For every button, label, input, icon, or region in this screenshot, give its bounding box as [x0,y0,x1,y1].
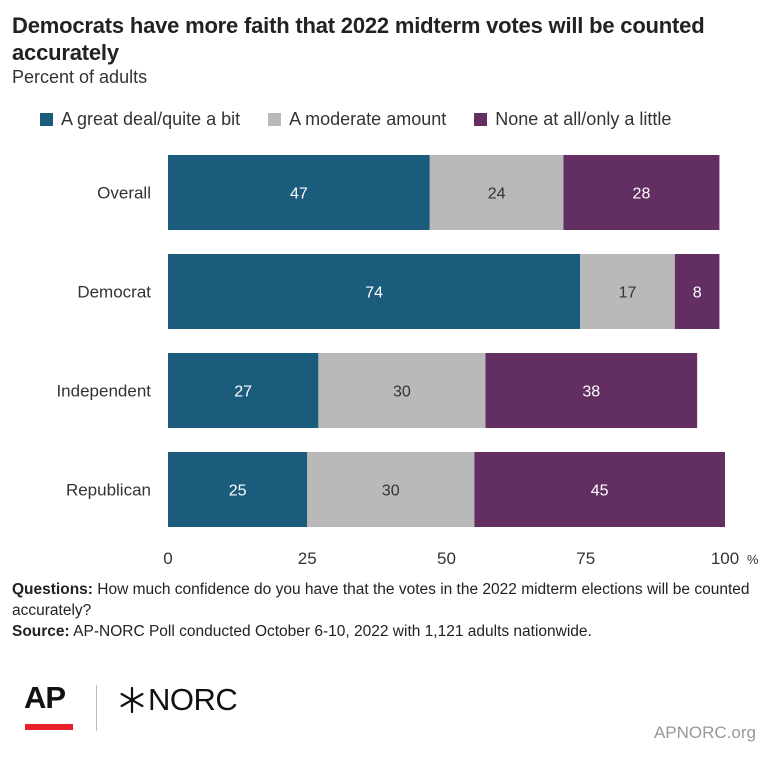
questions-label: Questions: [12,581,93,598]
x-tick-label-75: 75 [576,549,595,568]
bar-segment-independent-2 [318,353,486,428]
data-label-overall-3: 28 [633,186,651,203]
norc-logo: NORC [118,682,238,717]
data-label-republican-2: 30 [382,483,400,500]
logo-divider [96,685,97,731]
legend-swatch [268,112,282,126]
questions-note: Questions: How much confidence do you ha… [12,579,752,621]
data-label-overall-1: 47 [290,186,308,203]
bar-segment-democrat-3 [674,254,720,329]
ap-logo-underline [25,724,73,730]
bar-segment-republican-3 [474,452,725,527]
norc-star-icon [120,686,144,714]
bar-segment-republican-2 [307,452,475,527]
chart-legend: A great deal/quite a bit A moderate amou… [40,106,671,132]
chart-notes: Questions: How much confidence do you ha… [12,579,752,642]
category-label-republican: Republican [66,481,151,500]
bar-segment-republican-1 [168,452,308,527]
bar-segment-independent-1 [168,353,319,428]
legend-item-none: None at all/only a little [474,109,671,130]
chart-title: Democrats have more faith that 2022 midt… [12,13,705,65]
data-label-overall-2: 24 [488,186,506,203]
data-label-democrat-1: 74 [365,285,383,302]
x-tick-label-100: 100 [711,549,739,568]
bar-segment-democrat-2 [580,254,675,329]
x-tick-label-25: 25 [298,549,317,568]
source-note: Source: AP-NORC Poll conducted October 6… [12,621,752,642]
data-label-independent-1: 27 [234,384,252,401]
data-label-democrat-3: 8 [693,285,702,302]
data-label-independent-2: 30 [393,384,411,401]
bar-segment-overall-2 [429,155,564,230]
data-label-democrat-2: 17 [619,285,637,302]
ap-logo: AP [24,680,66,715]
legend-swatch [40,112,53,126]
data-label-republican-1: 25 [229,483,247,500]
norc-logo-text: NORC [148,682,238,717]
legend-item-moderate: A moderate amount [268,109,446,130]
questions-text: How much confidence do you have that the… [12,581,750,619]
category-label-independent: Independent [56,382,151,401]
bar-segment-overall-1 [168,155,430,230]
category-label-democrat: Democrat [77,283,151,302]
source-text: AP-NORC Poll conducted October 6-10, 202… [69,623,592,640]
legend-label: A moderate amount [289,108,447,129]
chart-subtitle: Percent of adults [12,67,148,87]
x-tick-label-50: 50 [437,549,456,568]
bar-segment-democrat-1 [168,254,581,329]
bar-segment-independent-3 [485,353,698,428]
source-label: Source: [12,623,70,640]
data-label-republican-3: 45 [591,483,609,500]
legend-swatch [474,112,488,126]
legend-label: None at all/only a little [495,108,672,129]
stacked-bar-chart: Overall 47 24 28 Democrat 74 17 8 Independent 27 3… [56,155,759,568]
x-unit-label: % [747,552,759,567]
x-tick-label-0: 0 [163,549,172,568]
category-label-overall: Overall [97,184,151,203]
site-link[interactable]: APNORC.org [653,723,756,742]
data-label-independent-3: 38 [582,384,600,401]
bar-segment-overall-3 [563,155,720,230]
legend-item-great-deal: A great deal/quite a bit [40,109,240,130]
legend-label: A great deal/quite a bit [61,108,241,129]
